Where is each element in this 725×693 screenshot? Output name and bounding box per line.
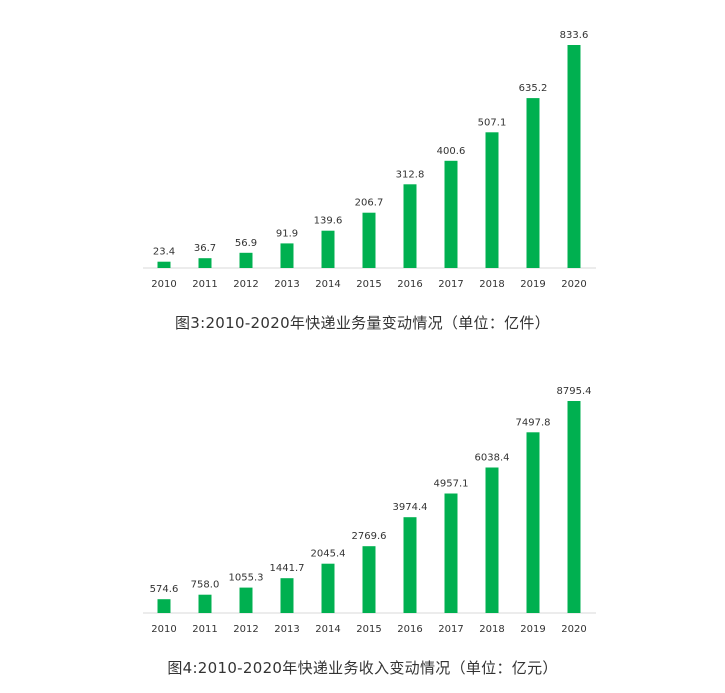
x-tick-label: 2011 [192, 279, 217, 290]
data-label: 206.7 [355, 198, 384, 209]
bar [157, 599, 171, 613]
bar [485, 132, 499, 268]
data-label: 91.9 [276, 228, 298, 239]
bar [198, 594, 212, 613]
x-tick-label: 2015 [356, 279, 381, 290]
data-label: 7497.8 [516, 417, 551, 428]
x-tick-label: 2019 [520, 279, 545, 290]
x-tick-label: 2015 [356, 624, 381, 635]
x-tick-label: 2012 [233, 279, 258, 290]
x-tick-label: 2016 [397, 624, 422, 635]
x-tick-label: 2018 [479, 279, 504, 290]
x-tick-label: 2014 [315, 624, 340, 635]
chart2-caption: 图4:2010-2020年快递业务收入变动情况（单位：亿元） [167, 659, 558, 677]
bar [362, 546, 376, 613]
x-tick-label: 2012 [233, 624, 258, 635]
data-label: 3974.4 [393, 502, 428, 513]
data-label: 507.1 [478, 117, 507, 128]
data-label: 312.8 [396, 169, 425, 180]
bar [444, 160, 458, 268]
bar [485, 467, 499, 613]
x-tick-label: 2013 [274, 279, 299, 290]
x-tick-label: 2018 [479, 624, 504, 635]
x-tick-label: 2010 [151, 279, 176, 290]
bar [403, 517, 417, 613]
bar [403, 184, 417, 268]
data-label: 574.6 [150, 584, 179, 595]
x-tick-label: 2017 [438, 624, 463, 635]
bar [280, 243, 294, 268]
bar [157, 261, 171, 268]
x-tick-label: 2020 [561, 279, 586, 290]
express-revenue-chart-svg: 574.6 2010 758.0 2011 1055.3 2012 1441.7 2013 20… [143, 386, 596, 635]
data-label: 139.6 [314, 216, 343, 227]
bar [280, 578, 294, 613]
bar [198, 258, 212, 268]
bar [526, 432, 540, 613]
bar [526, 98, 540, 268]
data-label: 56.9 [235, 238, 257, 249]
data-label: 758.0 [191, 580, 220, 591]
data-label: 4957.1 [434, 479, 469, 490]
data-label: 635.2 [519, 83, 548, 94]
bar [239, 252, 253, 268]
data-label: 8795.4 [557, 386, 592, 397]
data-label: 400.6 [437, 146, 466, 157]
data-label: 36.7 [194, 243, 216, 254]
data-label: 6038.4 [475, 453, 510, 464]
bar [567, 401, 581, 613]
chart1-caption: 图3:2010-2020年快递业务量变动情况（单位：亿件） [174, 314, 551, 332]
x-tick-label: 2014 [315, 279, 340, 290]
data-label: 1055.3 [229, 573, 264, 584]
bar [239, 587, 253, 613]
bar [362, 212, 376, 268]
data-label: 2045.4 [311, 549, 346, 560]
x-tick-label: 2020 [561, 624, 586, 635]
x-tick-label: 2016 [397, 279, 422, 290]
x-tick-label: 2013 [274, 624, 299, 635]
data-label: 2769.6 [352, 531, 387, 542]
bar [444, 493, 458, 613]
x-tick-label: 2017 [438, 279, 463, 290]
data-label: 23.4 [153, 247, 175, 258]
data-label: 1441.7 [270, 563, 305, 574]
bar [567, 45, 581, 268]
x-tick-label: 2010 [151, 624, 176, 635]
express-volume-chart-svg: 23.4 2010 36.7 2011 56.9 2012 91.9 2013 139.6 201… [143, 30, 596, 290]
x-tick-label: 2019 [520, 624, 545, 635]
bar [321, 563, 335, 613]
express-revenue-chart: 574.6 2010 758.0 2011 1055.3 2012 1441.7 2013 20… [0, 345, 725, 645]
data-label: 833.6 [560, 30, 589, 41]
express-volume-chart: 23.4 2010 36.7 2011 56.9 2012 91.9 2013 139.6 201… [0, 0, 725, 300]
x-tick-label: 2011 [192, 624, 217, 635]
bar [321, 230, 335, 268]
